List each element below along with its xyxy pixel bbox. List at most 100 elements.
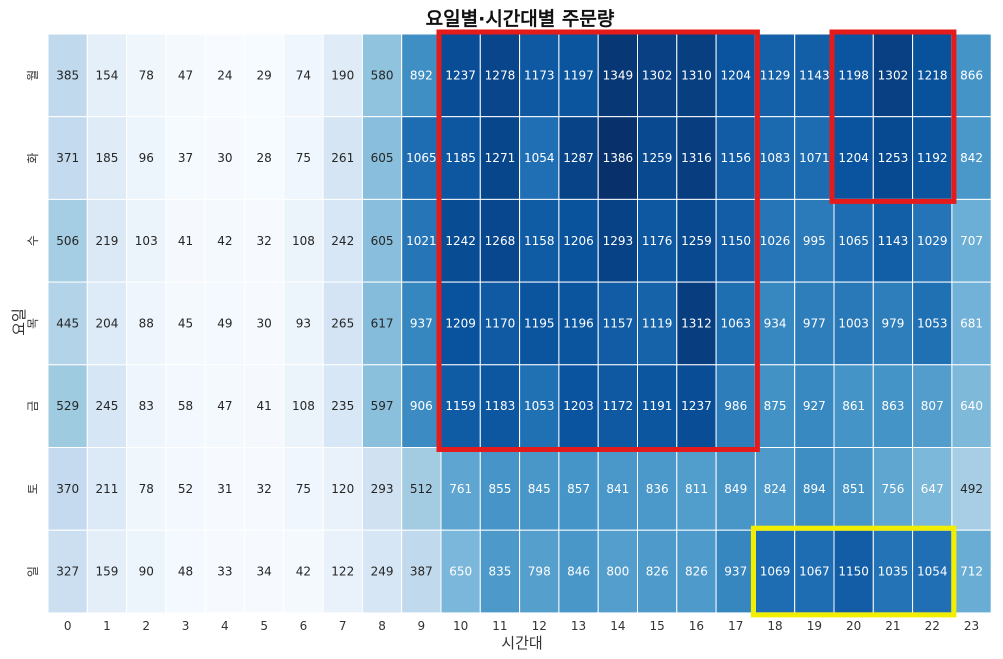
y-tick-label: 목 xyxy=(26,318,40,329)
cell-value-label: 756 xyxy=(881,482,904,496)
y-tick-label: 화 xyxy=(26,153,40,164)
cell-value-label: 1158 xyxy=(524,234,555,248)
cell-value-label: 90 xyxy=(139,565,154,579)
cell-value-label: 108 xyxy=(292,234,315,248)
cell-value-label: 605 xyxy=(371,151,394,165)
cell-value-label: 29 xyxy=(257,68,272,82)
cell-value-label: 1204 xyxy=(838,151,869,165)
y-tick-label: 금 xyxy=(26,401,40,412)
heatmap-cell xyxy=(165,447,206,531)
cell-value-label: 866 xyxy=(960,68,983,82)
cell-value-label: 93 xyxy=(296,316,311,330)
heatmap-cell xyxy=(597,447,639,531)
heatmap-cell xyxy=(676,198,717,283)
cell-value-label: 892 xyxy=(410,68,433,82)
cell-value-label: 1192 xyxy=(917,151,948,165)
x-tick-label: 11 xyxy=(492,619,507,633)
heatmap-cell xyxy=(754,33,796,118)
cell-value-label: 842 xyxy=(960,151,983,165)
cell-value-label: 185 xyxy=(95,151,118,165)
cell-value-label: 385 xyxy=(56,68,79,82)
cell-value-label: 1278 xyxy=(485,68,516,82)
cell-value-label: 1197 xyxy=(563,68,594,82)
cell-value-label: 1143 xyxy=(799,68,830,82)
heatmap-cell xyxy=(322,447,363,531)
x-tick-label: 14 xyxy=(610,619,625,633)
cell-value-label: 1268 xyxy=(485,234,516,248)
cell-value-label: 1185 xyxy=(445,151,476,165)
cell-value-label: 83 xyxy=(139,399,154,413)
heatmap-cell xyxy=(204,116,245,200)
heatmap-cell xyxy=(912,447,953,531)
heatmap-cell xyxy=(519,116,560,200)
cell-value-label: 1242 xyxy=(445,234,476,248)
cell-value-label: 851 xyxy=(842,482,865,496)
cell-value-label: 1170 xyxy=(485,316,516,330)
heatmap-cell xyxy=(872,281,914,366)
cell-value-label: 855 xyxy=(488,482,511,496)
x-tick-label: 22 xyxy=(925,619,940,633)
heatmap-cell xyxy=(322,198,363,283)
heatmap-cell xyxy=(794,529,835,614)
cell-value-label: 47 xyxy=(217,399,232,413)
heatmap-cell xyxy=(361,198,403,283)
heatmap-cell xyxy=(204,529,245,614)
cell-value-label: 506 xyxy=(56,234,79,248)
cell-value-label: 34 xyxy=(257,565,272,579)
heatmap-cell xyxy=(794,447,835,531)
heatmap-cell xyxy=(401,281,442,366)
cell-value-label: 1198 xyxy=(838,68,869,82)
heatmap-cell xyxy=(204,33,245,118)
heatmap-cells: 385 154 78 47 24 29 74 190 580 892 1237 1278 1173 119… xyxy=(47,33,992,614)
cell-value-label: 846 xyxy=(567,565,590,579)
cell-value-label: 934 xyxy=(764,316,787,330)
heatmap-cell xyxy=(126,281,167,366)
x-tick-labels: 0 1 2 3 4 5 6 7 8 9 10 11 12 13 14 15 16 17 18 19 20 21 22 23 xyxy=(64,619,979,633)
cell-value-label: 580 xyxy=(371,68,394,82)
cell-value-label: 190 xyxy=(331,68,354,82)
cell-value-label: 681 xyxy=(960,316,983,330)
cell-value-label: 1053 xyxy=(917,316,948,330)
cell-value-label: 707 xyxy=(960,234,983,248)
x-tick-label: 18 xyxy=(767,619,782,633)
x-tick-label: 19 xyxy=(807,619,822,633)
cell-value-label: 28 xyxy=(257,151,272,165)
cell-value-label: 1067 xyxy=(799,565,830,579)
heatmap-cell xyxy=(86,116,128,200)
heatmap-cell xyxy=(951,116,992,200)
heatmap-cell xyxy=(244,447,285,531)
x-tick-label: 21 xyxy=(885,619,900,633)
heatmap-cell xyxy=(951,447,992,531)
cell-value-label: 32 xyxy=(257,482,272,496)
heatmap-cell xyxy=(361,447,403,531)
heatmap-cell xyxy=(794,281,835,366)
x-tick-label: 16 xyxy=(689,619,704,633)
heatmap-cell xyxy=(715,281,756,366)
heatmap-cell xyxy=(833,364,874,448)
y-tick-label: 일 xyxy=(26,566,40,577)
heatmap-cell xyxy=(912,281,953,366)
heatmap-cell xyxy=(322,364,363,448)
heatmap-cell xyxy=(47,198,88,283)
cell-value-label: 211 xyxy=(95,482,118,496)
heatmap-cell xyxy=(204,281,245,366)
cell-value-label: 41 xyxy=(257,399,272,413)
heatmap-cell xyxy=(47,281,88,366)
cell-value-label: 30 xyxy=(257,316,272,330)
cell-value-label: 48 xyxy=(178,565,193,579)
heatmap-cell xyxy=(597,116,639,200)
cell-value-label: 154 xyxy=(95,68,118,82)
cell-value-label: 204 xyxy=(95,316,118,330)
cell-value-label: 529 xyxy=(56,399,79,413)
cell-value-label: 1172 xyxy=(603,399,634,413)
heatmap-cell xyxy=(401,529,442,614)
heatmap-cell xyxy=(794,364,835,448)
heatmap-cell xyxy=(872,33,914,118)
heatmap-cell xyxy=(519,529,560,614)
heatmap-cell xyxy=(283,529,324,614)
cell-value-label: 492 xyxy=(960,482,983,496)
heatmap-cell xyxy=(558,116,599,200)
highlight-boxes xyxy=(436,29,957,618)
heatmap-cell xyxy=(165,116,206,200)
